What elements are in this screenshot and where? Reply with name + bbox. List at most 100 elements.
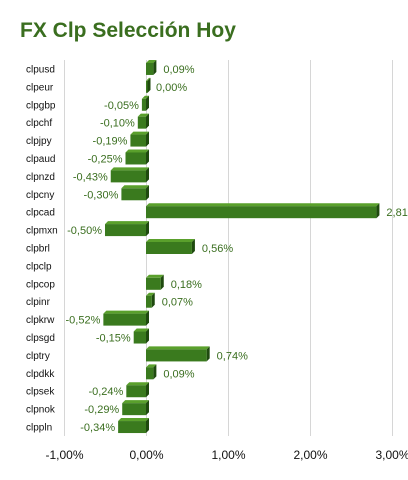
bar-side-face bbox=[146, 400, 149, 416]
data-label: 0,09% bbox=[163, 368, 194, 380]
bar-side-face bbox=[146, 310, 149, 326]
bar-front-face bbox=[146, 295, 152, 308]
bar-front-face bbox=[137, 116, 146, 129]
data-label: 0,07% bbox=[162, 297, 193, 309]
bar bbox=[126, 382, 149, 398]
bar-top-face bbox=[137, 113, 149, 117]
bar-side-face bbox=[146, 418, 149, 434]
bar bbox=[146, 239, 195, 254]
category-label: clppln bbox=[26, 423, 52, 434]
data-label: -0,24% bbox=[88, 386, 123, 398]
bar bbox=[146, 59, 157, 75]
bar-side-face bbox=[146, 167, 149, 183]
bar-side-face bbox=[153, 59, 157, 75]
bar-side-face bbox=[160, 274, 164, 290]
data-label: -0,30% bbox=[84, 189, 119, 201]
value-labels: 0,09% 0,00% -0,05% -0,10% -0,19% -0,25% -0,43%… bbox=[66, 64, 408, 434]
category-label: clpsgd bbox=[26, 333, 55, 344]
category-label: clpgbp bbox=[26, 100, 56, 111]
bar-top-face bbox=[125, 149, 149, 153]
bar-side-face bbox=[153, 364, 157, 380]
bar-top-face bbox=[146, 346, 210, 350]
data-label: -0,29% bbox=[84, 404, 119, 416]
data-label: -0,25% bbox=[88, 153, 123, 165]
bar bbox=[118, 418, 149, 434]
bar-side-face bbox=[146, 149, 149, 165]
bar-front-face bbox=[146, 277, 161, 290]
category-label: clpinr bbox=[26, 297, 51, 308]
bar bbox=[103, 310, 149, 326]
chart-title: FX Clp Selección Hoy bbox=[20, 19, 236, 42]
bar-front-face bbox=[146, 62, 154, 75]
category-label: clpclp bbox=[26, 261, 52, 272]
bar-side-face bbox=[376, 203, 380, 219]
category-label: clpchf bbox=[26, 118, 52, 129]
bar-top-face bbox=[146, 77, 151, 81]
bar-top-face bbox=[126, 382, 149, 386]
bar bbox=[122, 400, 149, 416]
bar-side-face bbox=[146, 382, 149, 398]
data-label: -0,34% bbox=[80, 422, 115, 434]
category-labels: clpusd clpeur clpgbp clpchf clpjpy clpaud clpn… bbox=[26, 64, 58, 433]
bar-top-face bbox=[141, 95, 149, 99]
bars bbox=[103, 59, 380, 434]
bar-top-face bbox=[105, 221, 149, 225]
bar bbox=[110, 167, 149, 183]
data-label: 0,00% bbox=[156, 82, 187, 94]
x-tick-label: 1,00% bbox=[211, 448, 245, 462]
category-label: clpeur bbox=[26, 82, 54, 93]
category-label: clpnzd bbox=[26, 172, 55, 183]
bar-side-face bbox=[191, 239, 195, 254]
bar-top-face bbox=[146, 59, 157, 63]
bar-top-face bbox=[146, 292, 155, 296]
bar-top-face bbox=[121, 185, 149, 189]
bar-front-face bbox=[130, 134, 146, 147]
bar-side-face bbox=[146, 328, 149, 344]
bar-front-face bbox=[146, 349, 207, 362]
bar bbox=[146, 292, 155, 308]
bar bbox=[130, 131, 149, 147]
bar-front-face bbox=[105, 224, 146, 237]
data-label: 0,09% bbox=[163, 64, 194, 76]
bar-top-face bbox=[130, 131, 149, 135]
data-label: -0,52% bbox=[66, 315, 101, 327]
bar bbox=[133, 328, 149, 344]
bar-side-face bbox=[146, 95, 149, 111]
bar-front-face bbox=[141, 98, 146, 111]
bar-front-face bbox=[146, 367, 154, 380]
x-axis-tick-labels: -1,00% 0,00% 1,00% 2,00% 3,00% bbox=[45, 448, 408, 462]
bar-front-face bbox=[125, 152, 146, 165]
x-tick-label: -1,00% bbox=[45, 448, 83, 462]
category-label: clpnok bbox=[26, 405, 56, 416]
bar-front-face bbox=[133, 331, 146, 344]
category-label: clptry bbox=[26, 351, 50, 362]
bar-top-face bbox=[146, 364, 157, 368]
data-label: -0,19% bbox=[93, 136, 128, 148]
data-label: 0,18% bbox=[171, 279, 202, 291]
category-label: clpjpy bbox=[26, 136, 52, 147]
bar bbox=[105, 221, 149, 237]
data-label: -0,10% bbox=[100, 118, 135, 130]
category-label: clpaud bbox=[26, 154, 55, 165]
bar-top-face bbox=[133, 328, 149, 332]
bar-side-face bbox=[146, 185, 149, 201]
data-label: 0,56% bbox=[202, 243, 233, 255]
bar-top-face bbox=[122, 400, 149, 404]
bar bbox=[146, 364, 157, 380]
bar-front-face bbox=[118, 421, 146, 434]
bar-front-face bbox=[146, 80, 148, 93]
bar-front-face bbox=[103, 313, 146, 326]
bar-front-face bbox=[146, 242, 192, 254]
bar bbox=[141, 95, 149, 111]
bar-side-face bbox=[151, 292, 155, 308]
bar-front-face bbox=[110, 170, 146, 183]
bar-front-face bbox=[122, 403, 146, 416]
category-label: clpmxn bbox=[26, 226, 58, 237]
x-tick-label: 3,00% bbox=[375, 448, 408, 462]
bar bbox=[146, 346, 210, 362]
x-tick-label: 0,00% bbox=[129, 448, 163, 462]
category-label: clpkrw bbox=[26, 315, 55, 326]
bar-side-face bbox=[146, 113, 149, 129]
bar-top-face bbox=[146, 203, 380, 207]
